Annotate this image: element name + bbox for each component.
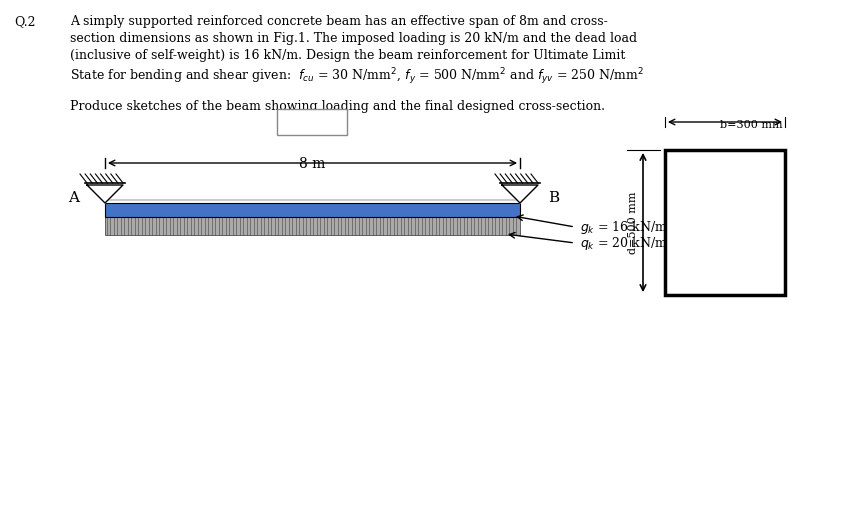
Text: section dimensions as shown in Fig.1. The imposed loading is 20 kN/m and the dea: section dimensions as shown in Fig.1. Th… (70, 32, 637, 45)
Text: $q_k$ = 20 kN/m: $q_k$ = 20 kN/m (580, 235, 668, 251)
Polygon shape (502, 185, 538, 203)
Text: $g_k$ = 16 kN/m: $g_k$ = 16 kN/m (580, 218, 668, 236)
Text: d=500 mm: d=500 mm (628, 191, 638, 254)
Text: B: B (548, 191, 559, 205)
Polygon shape (87, 185, 123, 203)
Text: A simply supported reinforced concrete beam has an effective span of 8m and cros: A simply supported reinforced concrete b… (70, 15, 608, 28)
Bar (665, 150, 785, 295)
Text: b=300 mm: b=300 mm (721, 120, 783, 130)
Text: 8 m: 8 m (299, 157, 325, 171)
Text: A: A (68, 191, 79, 205)
Text: Fig. 1: Fig. 1 (294, 116, 331, 129)
Bar (105, 203, 520, 217)
Bar (105, 217, 520, 235)
Bar (278, 109, 347, 135)
Text: (inclusive of self-weight) is 16 kN/m. Design the beam reinforcement for Ultimat: (inclusive of self-weight) is 16 kN/m. D… (70, 49, 626, 62)
Text: State for bending and shear given:  $f_{cu}$ = 30 N/mm$^{2}$, $f_{y}$ = 500 N/mm: State for bending and shear given: $f_{c… (70, 66, 644, 87)
Text: Produce sketches of the beam showing loading and the final designed cross-sectio: Produce sketches of the beam showing loa… (70, 100, 605, 113)
Text: Q.2: Q.2 (14, 15, 35, 28)
